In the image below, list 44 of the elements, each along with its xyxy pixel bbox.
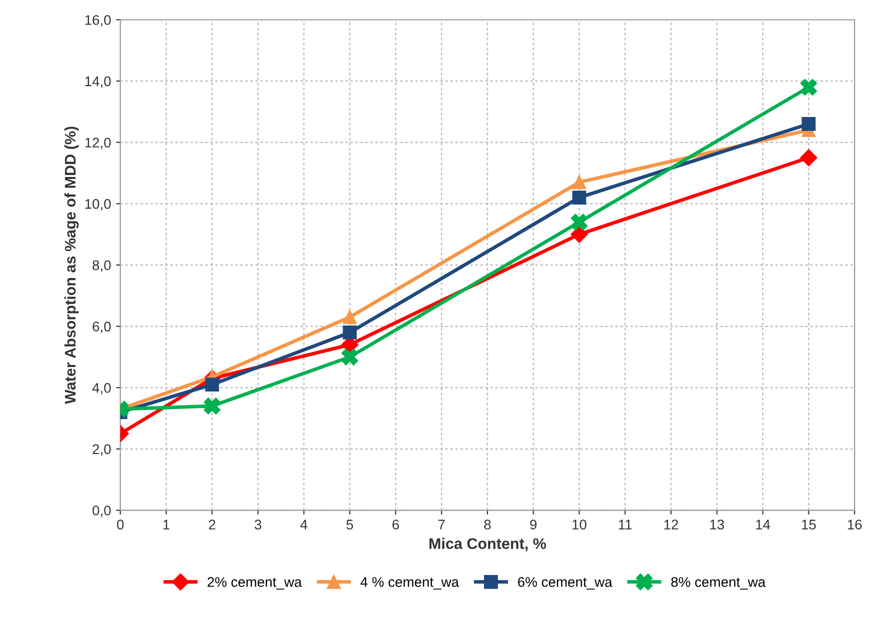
y-tick-label: 14,0 xyxy=(85,76,111,88)
y-tick-label: 12,0 xyxy=(85,138,111,150)
y-tick-label: 10,0 xyxy=(85,199,111,210)
legend-label: 2% cement_wa xyxy=(208,577,302,590)
x-tick-label: 15 xyxy=(802,520,816,530)
legend-label: 6% cement_wa xyxy=(518,577,612,590)
y-tick-label: 2,0 xyxy=(92,444,111,456)
x-tick-label: 2 xyxy=(208,520,216,530)
x-tick-label: 9 xyxy=(530,520,537,530)
x-tick-label: 7 xyxy=(438,520,445,530)
point xyxy=(800,78,818,96)
x-tick-label: 16 xyxy=(848,520,862,530)
point xyxy=(205,378,220,392)
y-tick-label: 4,0 xyxy=(92,382,111,394)
x-tick-label: 0 xyxy=(117,520,124,530)
point xyxy=(572,175,586,190)
point xyxy=(800,149,818,166)
point xyxy=(570,226,588,243)
point xyxy=(342,326,357,340)
x-tick-label: 3 xyxy=(254,520,262,530)
x-tick-label: 5 xyxy=(346,520,354,530)
point xyxy=(570,214,588,230)
x-tick-label: 1 xyxy=(163,520,170,530)
x-axis-title: Mica Content, % xyxy=(429,538,546,552)
x-tick-label: 11 xyxy=(618,520,632,530)
y-tick-label: 6,0 xyxy=(92,322,111,334)
point xyxy=(572,190,586,204)
legend-label: 4 % cement_wa xyxy=(360,577,460,590)
legend-label: 8% cement_wa xyxy=(671,577,766,590)
x-tick-label: 12 xyxy=(664,520,678,530)
x-tick-label: 13 xyxy=(710,520,724,530)
point xyxy=(802,117,816,131)
x-tick-label: 14 xyxy=(756,520,770,530)
point xyxy=(342,310,357,324)
y-tick-label: 8,0 xyxy=(92,260,111,272)
point xyxy=(204,398,220,414)
y-tick-label: 16,0 xyxy=(85,15,111,27)
x-tick-label: 8 xyxy=(484,520,491,530)
x-tick-label: 4 xyxy=(300,520,308,530)
y-tick-label: 0,0 xyxy=(92,506,111,518)
y-axis-title: Water Absorption as %age of MDD (%) xyxy=(64,126,79,404)
x-tick-label: 10 xyxy=(572,520,586,530)
x-tick-label: 6 xyxy=(392,520,399,530)
point xyxy=(341,348,358,366)
